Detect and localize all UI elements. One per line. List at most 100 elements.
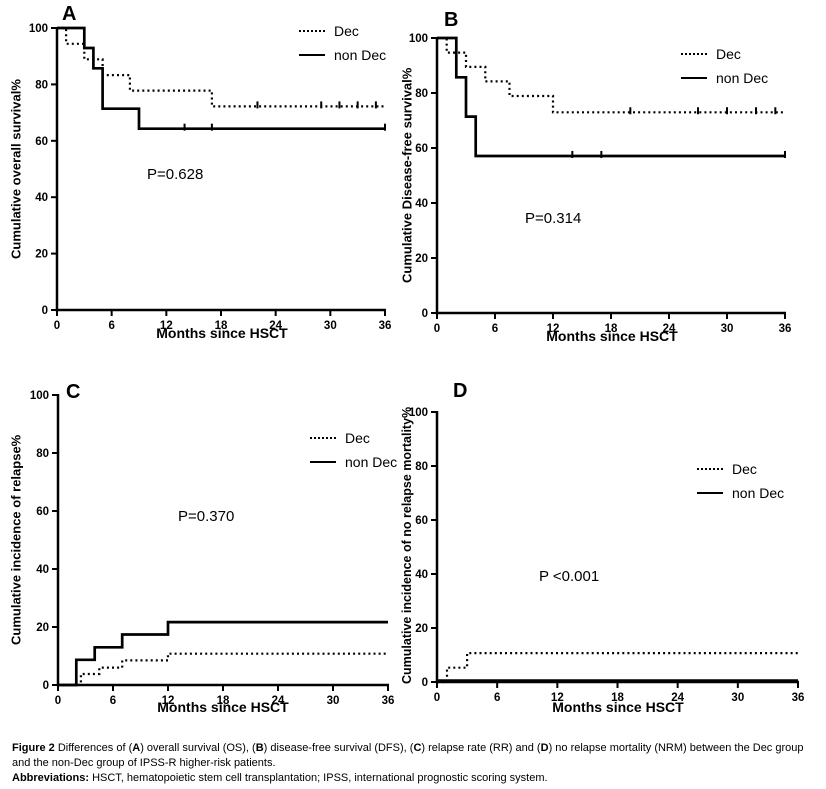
caption-segment: Differences of ( — [57, 742, 133, 754]
svg-text:100: 100 — [30, 390, 49, 402]
legend-label-nondec: non Dec — [345, 454, 398, 470]
svg-text:6: 6 — [108, 320, 114, 332]
figure-caption-line1: Figure 2 Differences of (A) overall surv… — [12, 741, 814, 771]
svg-text:0: 0 — [422, 308, 428, 320]
y-axis-label-c: Cumulative incidence of relapse% — [8, 434, 24, 646]
svg-text:36: 36 — [379, 320, 392, 332]
legend-label-dec: Dec — [334, 23, 359, 39]
legend-item-nondec: non Dec — [697, 485, 784, 501]
panel-letter-a: A — [62, 3, 77, 25]
svg-text:24: 24 — [269, 320, 282, 332]
caption-segment: Figure 2 — [12, 742, 58, 754]
legend-d: Dec non Dec — [697, 461, 784, 501]
svg-text:12: 12 — [160, 320, 173, 332]
svg-text:20: 20 — [415, 253, 428, 265]
svg-text:12: 12 — [162, 695, 175, 707]
y-axis-label-a: Cumulative overall survival% — [8, 79, 24, 259]
svg-text:0: 0 — [55, 695, 61, 707]
svg-text:0: 0 — [54, 320, 60, 332]
panel-letter-b: B — [444, 9, 459, 31]
legend-item-nondec: non Dec — [310, 454, 397, 470]
p-value-b: P=0.314 — [525, 210, 582, 227]
svg-text:20: 20 — [35, 249, 48, 261]
legend-item-nondec: non Dec — [681, 70, 768, 86]
svg-text:30: 30 — [721, 323, 734, 335]
svg-text:0: 0 — [422, 677, 428, 689]
svg-text:40: 40 — [415, 569, 428, 581]
svg-text:24: 24 — [671, 692, 684, 704]
caption-segment: B — [255, 742, 264, 754]
legend-label-dec: Dec — [345, 430, 370, 446]
caption-segment: ) overall survival (OS), ( — [140, 742, 256, 754]
legend-label-dec: Dec — [732, 461, 757, 477]
p-value-a: P=0.628 — [147, 166, 204, 183]
p-value-d: P <0.001 — [539, 568, 600, 585]
legend-a: Dec non Dec — [299, 23, 386, 63]
figure-caption-line2: Abbreviations: HSCT, hematopoietic stem … — [12, 771, 814, 786]
x-axis-label-b: Months since HSCT — [546, 328, 678, 344]
svg-text:6: 6 — [110, 695, 116, 707]
legend-item-dec: Dec — [310, 430, 397, 446]
svg-text:40: 40 — [35, 192, 48, 204]
svg-text:60: 60 — [415, 143, 428, 155]
svg-text:40: 40 — [415, 198, 428, 210]
solid-line-swatch — [299, 54, 325, 56]
svg-text:100: 100 — [409, 407, 428, 419]
svg-text:80: 80 — [36, 448, 49, 460]
caption-segment: HSCT, hematopoietic stem cell transplant… — [92, 772, 548, 785]
dotted-line-swatch — [310, 437, 336, 439]
svg-text:30: 30 — [731, 692, 744, 704]
svg-text:6: 6 — [494, 692, 500, 704]
svg-text:80: 80 — [415, 88, 428, 100]
svg-text:12: 12 — [551, 692, 564, 704]
dotted-line-swatch — [697, 468, 723, 470]
svg-text:80: 80 — [35, 79, 48, 91]
caption-segment: A — [132, 742, 141, 754]
x-axis-label-c: Months since HSCT — [157, 699, 289, 715]
svg-text:100: 100 — [29, 23, 48, 35]
x-axis-label-a: Months since HSCT — [156, 325, 288, 341]
svg-text:0: 0 — [434, 692, 440, 704]
svg-text:0: 0 — [434, 323, 440, 335]
legend-label-nondec: non Dec — [334, 47, 387, 63]
dotted-line-swatch — [681, 53, 707, 55]
svg-text:60: 60 — [415, 515, 428, 527]
svg-text:60: 60 — [36, 506, 49, 518]
svg-text:100: 100 — [409, 33, 428, 45]
caption-segment: ) relapse rate (RR) and ( — [421, 742, 541, 754]
caption-segment: D — [540, 742, 549, 754]
svg-text:60: 60 — [35, 136, 48, 148]
svg-text:80: 80 — [415, 461, 428, 473]
svg-text:30: 30 — [324, 320, 337, 332]
solid-line-swatch — [310, 461, 336, 463]
panel-letter-d: D — [453, 380, 468, 402]
svg-text:0: 0 — [42, 305, 48, 317]
svg-text:36: 36 — [792, 692, 805, 704]
svg-text:24: 24 — [272, 695, 285, 707]
svg-text:40: 40 — [36, 564, 49, 576]
svg-text:24: 24 — [663, 323, 676, 335]
legend-label-nondec: non Dec — [732, 485, 785, 501]
svg-text:18: 18 — [215, 320, 228, 332]
legend-item-dec: Dec — [681, 46, 768, 62]
solid-line-swatch — [681, 77, 707, 79]
caption-segment: ) no relapse mortality (NRM) between the… — [12, 742, 804, 770]
dotted-line-swatch — [299, 30, 325, 32]
legend-b: Dec non Dec — [681, 46, 768, 86]
legend-label-dec: Dec — [716, 46, 741, 62]
legend-item-dec: Dec — [697, 461, 784, 477]
svg-text:20: 20 — [415, 623, 428, 635]
figure-caption: Figure 2 Differences of (A) overall surv… — [12, 741, 814, 787]
panel-letter-c: C — [66, 381, 81, 403]
legend-label-nondec: non Dec — [716, 70, 769, 86]
caption-segment: Abbreviations: — [12, 772, 93, 785]
svg-text:18: 18 — [611, 692, 624, 704]
svg-text:0: 0 — [43, 680, 49, 692]
svg-text:6: 6 — [492, 323, 498, 335]
svg-text:18: 18 — [217, 695, 230, 707]
caption-segment: C — [413, 742, 422, 754]
legend-item-nondec: non Dec — [299, 47, 386, 63]
svg-text:20: 20 — [36, 622, 49, 634]
